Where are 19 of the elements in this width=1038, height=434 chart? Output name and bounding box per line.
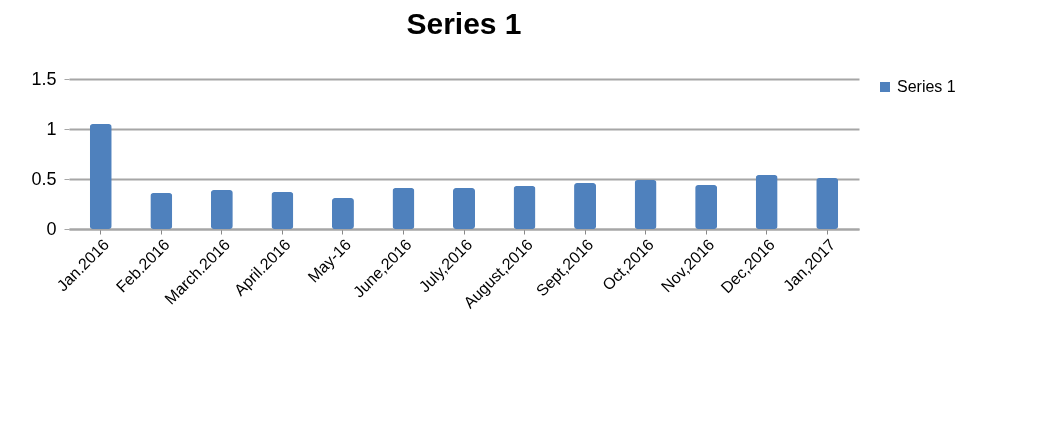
bar bbox=[271, 192, 294, 229]
y-tick-label: 1 bbox=[46, 118, 57, 139]
y-tick-label: 0.5 bbox=[31, 168, 57, 189]
bar bbox=[331, 198, 354, 229]
bar bbox=[755, 175, 778, 229]
y-tick-label: 0 bbox=[46, 218, 57, 239]
chart-title: Series 1 bbox=[406, 7, 522, 40]
bar bbox=[150, 193, 173, 229]
bar bbox=[513, 186, 536, 229]
bar bbox=[816, 178, 839, 229]
bar bbox=[574, 183, 597, 229]
bar bbox=[453, 188, 475, 229]
bar bbox=[695, 185, 718, 229]
y-tick-label: 1.5 bbox=[31, 68, 57, 89]
bar bbox=[634, 180, 657, 229]
legend-label: Series 1 bbox=[897, 78, 956, 95]
bar bbox=[89, 124, 112, 229]
bar bbox=[392, 188, 415, 229]
bar bbox=[210, 190, 233, 229]
